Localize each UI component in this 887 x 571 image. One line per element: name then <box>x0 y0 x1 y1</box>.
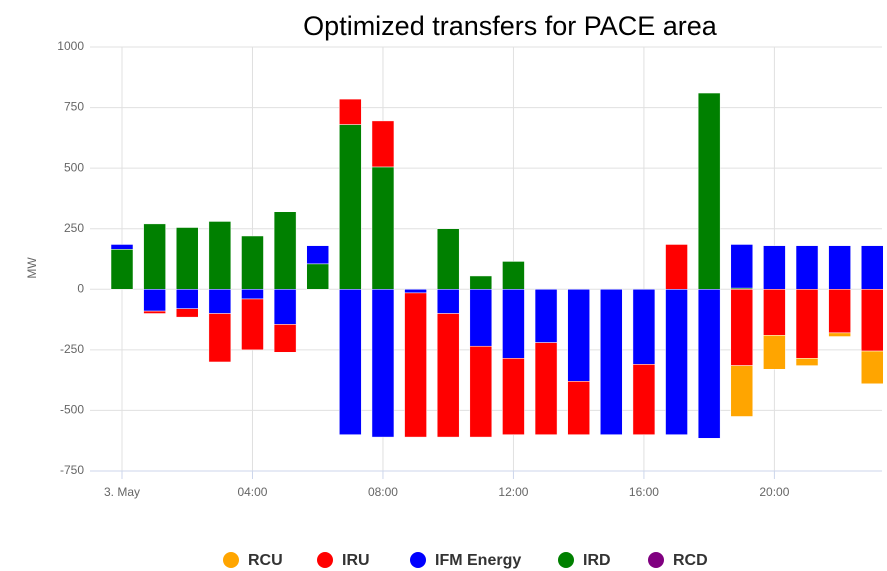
x-tick-label: 3. May <box>104 485 140 499</box>
bar <box>241 298 264 351</box>
x-tick-label: 04:00 <box>237 485 267 499</box>
bar <box>502 289 525 359</box>
legend-label: IRU <box>342 552 370 569</box>
bar <box>404 292 427 438</box>
legend-marker <box>648 552 664 568</box>
bar <box>143 223 166 290</box>
legend-marker <box>410 552 426 568</box>
bar <box>371 120 395 168</box>
bar <box>110 244 134 250</box>
y-tick-label: -750 <box>60 463 84 477</box>
bar <box>436 289 460 314</box>
legend-label: RCD <box>673 552 708 569</box>
bar <box>208 313 232 363</box>
bar <box>273 324 297 353</box>
legend-marker <box>223 552 239 568</box>
bar <box>371 166 395 290</box>
bar <box>143 289 166 312</box>
bar <box>567 381 590 435</box>
bar <box>861 350 884 385</box>
bar <box>763 335 786 370</box>
bar <box>371 289 395 438</box>
bar <box>110 249 134 290</box>
bar <box>534 289 558 343</box>
bar <box>697 289 721 439</box>
bar <box>795 245 819 290</box>
bar <box>306 245 329 265</box>
legend-label: RCU <box>248 552 283 569</box>
bar <box>632 364 656 435</box>
bar <box>436 313 460 438</box>
bar <box>208 289 232 314</box>
bar <box>828 332 851 337</box>
bar <box>600 289 623 435</box>
bar <box>404 289 427 294</box>
bar <box>339 289 362 435</box>
bar <box>469 275 493 290</box>
bar <box>469 345 493 438</box>
y-tick-label: 500 <box>64 160 84 174</box>
bar <box>241 289 264 300</box>
x-tick-label: 12:00 <box>498 485 528 499</box>
bar <box>763 245 786 290</box>
bar <box>273 211 297 290</box>
bar <box>502 261 525 290</box>
bar <box>502 358 525 435</box>
y-tick-label: -500 <box>60 403 84 417</box>
bar <box>339 98 362 125</box>
bar <box>697 92 721 290</box>
bar <box>208 221 232 290</box>
legend-label: IRD <box>583 552 611 569</box>
y-tick-label: 250 <box>64 221 84 235</box>
bar <box>730 365 754 417</box>
legend-marker <box>317 552 333 568</box>
chart-title: Optimized transfers for PACE area <box>303 11 718 41</box>
y-tick-label: 1000 <box>57 39 84 53</box>
bar <box>795 358 819 366</box>
x-tick-label: 20:00 <box>759 485 789 499</box>
x-tick-label: 16:00 <box>629 485 659 499</box>
bar <box>306 263 329 290</box>
bar <box>665 244 688 290</box>
bar <box>175 308 199 318</box>
bar <box>632 289 656 365</box>
bar <box>861 289 884 352</box>
bar <box>730 244 754 289</box>
y-tick-label: -250 <box>60 342 84 356</box>
bar <box>241 235 264 290</box>
bar <box>665 289 688 435</box>
bar <box>534 342 558 435</box>
legend-marker <box>558 552 574 568</box>
bar <box>273 289 297 325</box>
bar <box>828 245 851 290</box>
bar <box>143 310 166 314</box>
legend-label: IFM Energy <box>435 552 521 569</box>
bar <box>567 289 590 382</box>
y-axis-label: MW <box>25 257 39 279</box>
y-tick-label: 0 <box>77 281 84 295</box>
bar <box>730 289 754 366</box>
bar <box>436 228 460 290</box>
bar <box>795 289 819 359</box>
bar <box>339 124 362 290</box>
bar <box>828 289 851 334</box>
bar <box>469 289 493 347</box>
bar <box>763 289 786 336</box>
x-tick-label: 08:00 <box>368 485 398 499</box>
bar <box>175 289 199 309</box>
bar <box>175 227 199 290</box>
y-tick-label: 750 <box>64 100 84 114</box>
bar <box>861 245 884 290</box>
